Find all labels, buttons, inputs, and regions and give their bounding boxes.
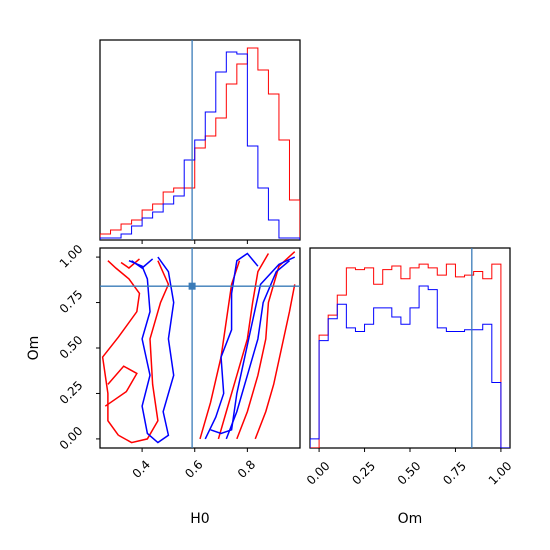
br-xtick-label-2: 0.50 — [395, 459, 424, 488]
panel-bottom-right-marks: 0.00 0.25 0.50 0.75 1.00 — [304, 248, 515, 488]
contour-series-1-1 — [131, 258, 154, 269]
contour-series-1-2 — [204, 252, 259, 440]
hist-series-1 — [100, 51, 300, 240]
contour-series-0-1 — [118, 260, 170, 444]
contour-series-0-0 — [101, 260, 141, 436]
panel-top-left-marks — [100, 40, 300, 244]
truth-marker — [188, 282, 196, 290]
panel-bottom-left: 0.4 0.6 0.8 0.00 0.25 0.50 0.75 1.00 H0 Om — [26, 242, 301, 527]
contour-series-0-4 — [199, 260, 241, 440]
bl-ytick-label-4: 1.00 — [57, 242, 86, 271]
br-xtick-label-0: 0.00 — [304, 459, 333, 488]
panel-bottom-left-marks: 0.4 0.6 0.8 0.00 0.25 0.50 0.75 1.00 — [57, 242, 300, 481]
bl-ytick-label-0: 0.00 — [57, 424, 86, 453]
bl-xtick-label-0: 0.4 — [130, 457, 153, 480]
contour-series-1-0 — [128, 256, 175, 444]
xlabel-h0: H0 — [190, 511, 209, 527]
br-xtick-label-4: 1.00 — [486, 459, 515, 488]
br-xtick-label-1: 0.25 — [349, 459, 378, 488]
br-xtick-label-3: 0.75 — [440, 459, 469, 488]
panel-top-left-frame — [99, 39, 301, 241]
panel-top-left — [99, 39, 301, 244]
xlabel-om: Om — [398, 511, 423, 527]
ylabel-om: Om — [26, 336, 42, 361]
bl-xtick-label-1: 0.6 — [182, 457, 205, 480]
contour-series-0-6 — [236, 251, 296, 440]
hist-series-0 — [100, 47, 300, 240]
bl-ytick-label-1: 0.25 — [57, 378, 86, 407]
contour-series-1-3 — [210, 256, 296, 435]
contour-series-0-7 — [254, 284, 296, 440]
panel-bottom-right: 0.00 0.25 0.50 0.75 1.00 Om — [304, 247, 515, 527]
contour-series-0-2 — [120, 258, 140, 269]
hist-series-1 — [310, 285, 510, 448]
contour-series-0-5 — [217, 253, 270, 440]
contour-series-1-4 — [225, 260, 290, 440]
bl-ytick-label-3: 0.75 — [57, 287, 86, 316]
bl-xtick-label-2: 0.8 — [235, 457, 258, 480]
panel-bottom-left-frame — [99, 247, 301, 449]
contour-series-0-3 — [104, 365, 138, 407]
bl-ytick-label-2: 0.50 — [57, 333, 86, 362]
hist-series-0 — [310, 263, 510, 448]
